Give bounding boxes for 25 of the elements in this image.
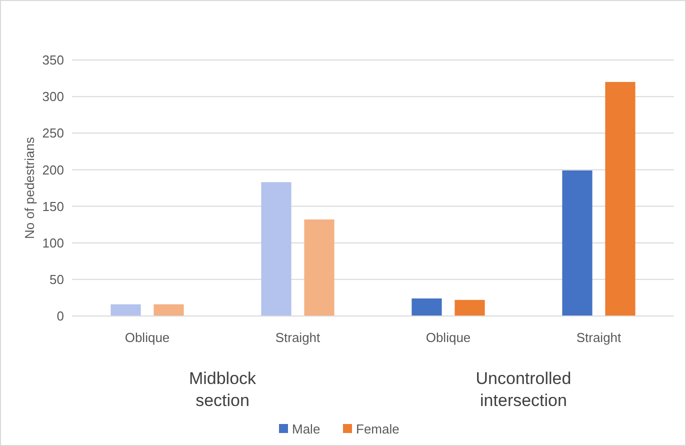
y-tick-label: 200 [42,162,64,178]
y-tick-label: 100 [42,235,64,250]
y-axis-title: No of pedestrians [22,136,37,239]
y-tick-label: 250 [42,126,64,141]
y-tick-label: 0 [56,308,64,324]
bar [110,304,141,316]
bar [261,182,292,316]
y-tick-label: 300 [42,89,64,104]
bar [605,82,636,316]
bar [454,300,485,316]
bar [304,219,334,316]
bar [562,170,592,316]
bar [412,298,442,316]
legend-label: Female [356,422,400,437]
y-tick-label: 350 [42,52,64,68]
x-tick-label: Oblique [426,330,471,345]
legend-label: Male [292,422,320,437]
bar [154,304,184,316]
x-tick-label: Straight [275,330,321,345]
text: Uncontrolled intersection [476,369,572,410]
text: Midblock section [188,369,257,410]
y-tick-label: 50 [50,272,64,287]
y-tick-label: 150 [42,198,64,214]
x-tick-label: Oblique [124,330,170,345]
x-tick-label: Straight [576,330,622,345]
